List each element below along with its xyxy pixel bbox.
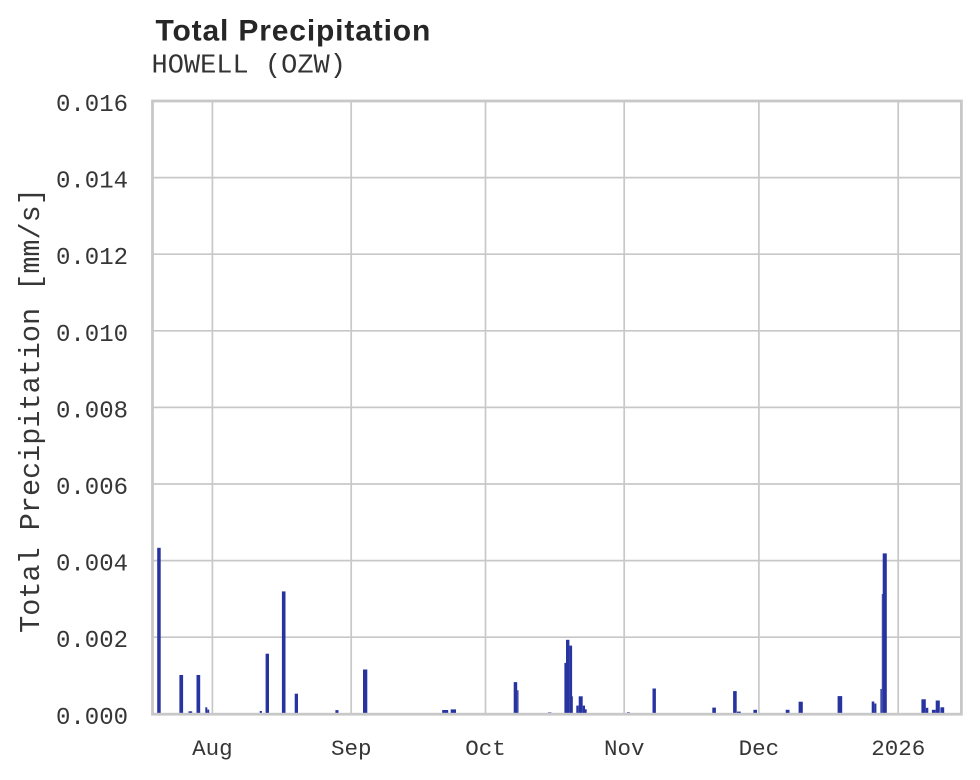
svg-text:Sep: Sep xyxy=(331,736,372,762)
svg-text:Total Precipitation [mm/s]: Total Precipitation [mm/s] xyxy=(15,188,48,633)
svg-text:0.012: 0.012 xyxy=(56,245,128,272)
svg-text:0.000: 0.000 xyxy=(56,705,128,732)
svg-text:2026: 2026 xyxy=(871,736,925,762)
svg-text:0.008: 0.008 xyxy=(56,398,128,425)
svg-text:Dec: Dec xyxy=(739,736,780,762)
svg-text:Aug: Aug xyxy=(192,736,233,762)
svg-text:Total Precipitation: Total Precipitation xyxy=(156,15,432,48)
svg-text:HOWELL (OZW): HOWELL (OZW) xyxy=(152,52,346,82)
svg-text:0.002: 0.002 xyxy=(56,628,128,655)
svg-text:0.010: 0.010 xyxy=(56,322,128,349)
svg-text:0.004: 0.004 xyxy=(56,552,128,579)
svg-text:0.016: 0.016 xyxy=(56,92,128,119)
svg-text:Oct: Oct xyxy=(465,736,506,762)
svg-text:0.014: 0.014 xyxy=(56,169,128,196)
svg-text:0.006: 0.006 xyxy=(56,475,128,502)
svg-text:Nov: Nov xyxy=(604,736,645,762)
